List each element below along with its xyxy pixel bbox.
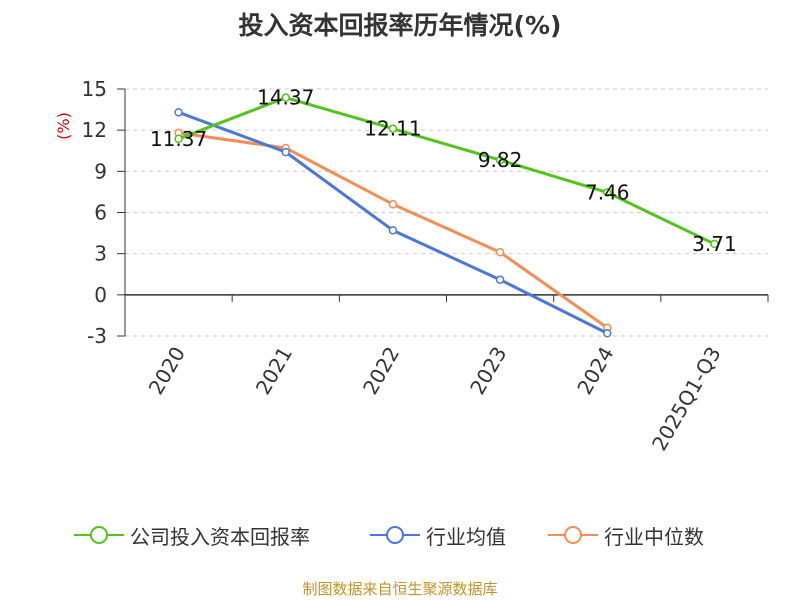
y-axis-label: (%) xyxy=(54,112,73,140)
legend-label-company: 公司投入资本回报率 xyxy=(130,524,310,549)
data-point-2[interactable] xyxy=(495,248,505,257)
legend-median-icon xyxy=(548,526,598,544)
y-tick-label: 3 xyxy=(94,242,107,266)
x-tick-label: 2020 xyxy=(144,343,190,399)
data-point-0[interactable] xyxy=(603,188,612,197)
y-tick-label: 15 xyxy=(82,77,107,101)
data-label: 7.46 xyxy=(585,180,630,204)
x-tick-label: 2021 xyxy=(251,343,297,399)
data-point-0[interactable] xyxy=(495,155,505,165)
data-point-1[interactable] xyxy=(281,147,290,157)
legend-mean-icon xyxy=(370,526,420,544)
legend-label-industry-mean: 行业均值 xyxy=(426,524,506,549)
legend-item-industry-mean[interactable]: 行业均值 xyxy=(370,520,506,550)
y-tick-label: 0 xyxy=(94,283,107,307)
data-point-1[interactable] xyxy=(388,226,398,235)
legend-company-icon xyxy=(74,526,124,544)
y-tick-label: 6 xyxy=(94,201,107,225)
data-source-note: 制图数据来自恒生聚源数据库 xyxy=(302,580,498,598)
x-tick-label: 2025Q1-Q3 xyxy=(647,343,726,455)
data-point-1[interactable] xyxy=(174,108,183,117)
y-tick-label: 12 xyxy=(82,118,107,142)
data-point-1[interactable] xyxy=(495,275,505,284)
data-label: 9.82 xyxy=(478,148,523,172)
series-line-0 xyxy=(178,96,716,246)
data-label: 12.11 xyxy=(364,117,421,141)
data-label: 11.37 xyxy=(150,127,207,151)
data-label: 3.71 xyxy=(692,232,737,256)
legend-item-industry-median[interactable]: 行业中位数 xyxy=(548,520,704,550)
series-line-1 xyxy=(178,110,608,335)
legend-label-industry-median: 行业中位数 xyxy=(604,524,704,549)
legend-item-company[interactable]: 公司投入资本回报率 xyxy=(74,520,310,550)
y-tick-label: 9 xyxy=(94,159,107,183)
data-point-0[interactable] xyxy=(281,93,290,102)
x-tick-label: 2023 xyxy=(465,343,511,399)
data-point-0[interactable] xyxy=(710,239,719,249)
x-tick-label: 2022 xyxy=(358,343,404,399)
data-point-2[interactable] xyxy=(388,200,398,209)
y-tick-label: -3 xyxy=(87,324,107,348)
data-point-1[interactable] xyxy=(603,329,612,338)
data-label: 14.37 xyxy=(257,86,314,110)
x-tick-label: 2024 xyxy=(572,343,618,399)
chart-title: 投入资本回报率历年情况(%) xyxy=(238,11,562,40)
data-point-0[interactable] xyxy=(388,124,398,133)
data-point-0[interactable] xyxy=(174,134,183,144)
